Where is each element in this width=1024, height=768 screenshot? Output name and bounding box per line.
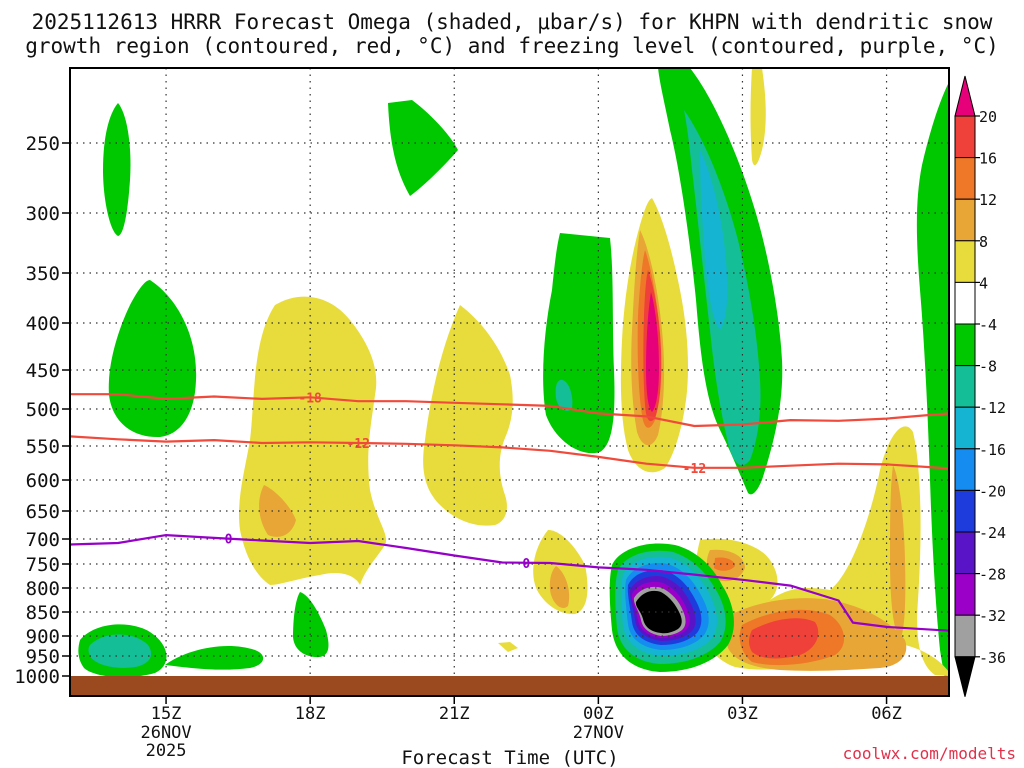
omega-region bbox=[423, 305, 513, 526]
contour-lines: -18 -12 -12 0 0 bbox=[70, 391, 949, 632]
y-tick-label: 450 bbox=[26, 360, 60, 382]
y-tick-label: 850 bbox=[26, 602, 60, 624]
y-tick-label: 350 bbox=[26, 263, 60, 285]
colorbar-bin bbox=[954, 489, 976, 533]
omega-region bbox=[749, 618, 819, 659]
x-tick-sublabel: 27NOV bbox=[573, 723, 624, 743]
omega-region bbox=[103, 103, 131, 236]
omega-region bbox=[259, 485, 296, 537]
watermark: coolwx.com/modelts bbox=[842, 744, 1016, 763]
y-tick-label: 900 bbox=[26, 626, 60, 648]
contour-label: 0 bbox=[522, 557, 530, 572]
y-tick-label: 550 bbox=[26, 436, 60, 458]
omega-region bbox=[700, 150, 728, 330]
colorbar-label: -8 bbox=[979, 358, 997, 376]
x-tick-label: 18Z bbox=[295, 704, 326, 724]
colorbar-bin bbox=[954, 281, 976, 325]
colorbar-bin bbox=[954, 75, 976, 117]
colorbar-bin bbox=[954, 406, 976, 450]
plot-frame bbox=[69, 67, 950, 697]
omega-region bbox=[293, 592, 329, 658]
colorbar-bin bbox=[954, 240, 976, 283]
colorbar-label: 12 bbox=[979, 191, 997, 209]
colorbar-label: 8 bbox=[979, 233, 988, 251]
y-tick-label: 650 bbox=[26, 501, 60, 523]
x-tick-label: 00Z bbox=[583, 704, 614, 724]
colorbar: 20 16 12 8 4 -4 -8 -12 -16 -20 -24 -28 -32 -36 bbox=[954, 75, 1006, 697]
y-tick-label: 600 bbox=[26, 470, 60, 492]
colorbar-label: -4 bbox=[979, 316, 997, 334]
colorbar-label: 4 bbox=[979, 274, 988, 292]
contour-line bbox=[70, 534, 949, 632]
colorbar-label: -24 bbox=[979, 524, 1006, 542]
x-axis-label: Forecast Time (UTC) bbox=[401, 747, 618, 768]
x-tick-sublabel: 26NOV bbox=[140, 723, 191, 743]
y-tick-label: 400 bbox=[26, 313, 60, 335]
y-tick-label: 300 bbox=[26, 203, 60, 225]
y-tick-label: 1000 bbox=[14, 666, 60, 688]
omega-region bbox=[108, 280, 197, 438]
y-tick-label: 750 bbox=[26, 554, 60, 576]
omega-region bbox=[88, 634, 152, 668]
colorbar-bin bbox=[954, 157, 976, 200]
y-tick-label: 700 bbox=[26, 529, 60, 551]
colorbar-bin bbox=[954, 573, 976, 616]
omega-region bbox=[388, 100, 458, 196]
y-tick-label: 500 bbox=[26, 399, 60, 421]
omega-region bbox=[750, 68, 766, 166]
colorbar-bin bbox=[954, 531, 976, 575]
colorbar-label: -36 bbox=[979, 649, 1006, 667]
x-tick-label: 06Z bbox=[871, 704, 902, 724]
y-tick-label: 800 bbox=[26, 578, 60, 600]
chart-title-line-2: growth region (contoured, red, °C) and f… bbox=[25, 34, 999, 58]
omega-region bbox=[543, 233, 615, 454]
x-tick-label: 15Z bbox=[151, 704, 182, 724]
colorbar-label: -20 bbox=[979, 482, 1006, 500]
colorbar-bin bbox=[954, 365, 976, 408]
grid-lines bbox=[62, 68, 949, 704]
contour-label: -12 bbox=[346, 437, 369, 452]
omega-region bbox=[555, 379, 573, 411]
colorbar-bin bbox=[954, 448, 976, 491]
colorbar-bin bbox=[954, 115, 976, 159]
x-tick-label: 21Z bbox=[439, 704, 470, 724]
contour-line bbox=[70, 435, 949, 470]
terrain-below-ground bbox=[70, 676, 949, 696]
contour-label: -12 bbox=[683, 462, 706, 477]
colorbar-label: 20 bbox=[979, 108, 997, 126]
colorbar-label: -28 bbox=[979, 566, 1006, 584]
x-tick-sublabel: 2025 bbox=[146, 741, 187, 761]
colorbar-bin bbox=[954, 198, 976, 242]
colorbar-label: 16 bbox=[979, 150, 997, 168]
omega-region bbox=[549, 566, 570, 609]
colorbar-label: -12 bbox=[979, 399, 1006, 417]
chart-title-line-1: 2025112613 HRRR Forecast Omega (shaded, … bbox=[31, 10, 993, 34]
omega-region bbox=[635, 590, 682, 634]
omega-region bbox=[646, 292, 659, 412]
x-tick-label: 03Z bbox=[727, 704, 758, 724]
y-tick-label: 950 bbox=[26, 646, 60, 668]
colorbar-label: -16 bbox=[979, 441, 1006, 459]
omega-region bbox=[890, 465, 906, 640]
y-axis-tick-labels: 2503003504004505005506006507007508008509… bbox=[14, 133, 60, 688]
omega-region bbox=[714, 557, 735, 571]
contour-label: -18 bbox=[298, 391, 322, 406]
y-tick-label: 250 bbox=[26, 133, 60, 155]
omega-region bbox=[165, 645, 264, 670]
omega-region bbox=[916, 82, 949, 696]
omega-shading bbox=[78, 68, 949, 696]
contour-line bbox=[70, 393, 949, 428]
colorbar-bin bbox=[954, 323, 976, 367]
colorbar-label: -32 bbox=[979, 607, 1006, 625]
colorbar-bin bbox=[954, 656, 976, 697]
colorbar-bin bbox=[954, 614, 976, 658]
omega-region bbox=[498, 642, 518, 652]
contour-label: 0 bbox=[225, 533, 233, 548]
